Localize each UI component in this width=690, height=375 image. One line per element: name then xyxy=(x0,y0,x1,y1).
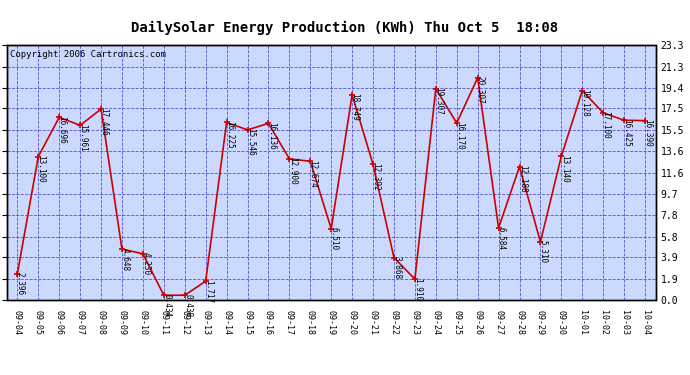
Text: 17.446: 17.446 xyxy=(99,108,108,135)
Text: 4.230: 4.230 xyxy=(141,252,150,276)
Text: 3.868: 3.868 xyxy=(392,256,402,279)
Text: 18.749: 18.749 xyxy=(351,93,359,121)
Text: 1.717: 1.717 xyxy=(204,280,213,303)
Text: 6.510: 6.510 xyxy=(330,227,339,251)
Text: 16.225: 16.225 xyxy=(225,121,234,149)
Text: 2.396: 2.396 xyxy=(16,272,25,296)
Text: 15.546: 15.546 xyxy=(246,129,255,156)
Text: 12.900: 12.900 xyxy=(288,158,297,185)
Text: 16.390: 16.390 xyxy=(643,119,652,147)
Text: 5.310: 5.310 xyxy=(539,240,548,264)
Text: 17.100: 17.100 xyxy=(602,111,611,139)
Text: 19.307: 19.307 xyxy=(434,87,443,115)
Text: 16.170: 16.170 xyxy=(455,122,464,149)
Text: 20.307: 20.307 xyxy=(476,76,485,104)
Text: 13.100: 13.100 xyxy=(37,155,46,183)
Text: 16.425: 16.425 xyxy=(622,119,631,147)
Text: 12.188: 12.188 xyxy=(518,165,526,193)
Text: 13.140: 13.140 xyxy=(560,155,569,183)
Text: 12.392: 12.392 xyxy=(371,163,380,191)
Text: 0.438: 0.438 xyxy=(183,294,192,317)
Text: Copyright 2006 Cartronics.com: Copyright 2006 Cartronics.com xyxy=(10,50,166,59)
Text: 4.648: 4.648 xyxy=(120,248,129,271)
Text: 12.674: 12.674 xyxy=(308,160,317,188)
Text: 16.136: 16.136 xyxy=(267,122,276,150)
Text: 16.696: 16.696 xyxy=(57,116,66,144)
Text: 0.434: 0.434 xyxy=(162,294,171,317)
Text: 19.128: 19.128 xyxy=(580,89,589,117)
Text: 15.961: 15.961 xyxy=(79,124,88,152)
Text: 1.910: 1.910 xyxy=(413,278,422,301)
Text: 6.584: 6.584 xyxy=(497,226,506,250)
Text: DailySolar Energy Production (KWh) Thu Oct 5  18:08: DailySolar Energy Production (KWh) Thu O… xyxy=(131,21,559,35)
